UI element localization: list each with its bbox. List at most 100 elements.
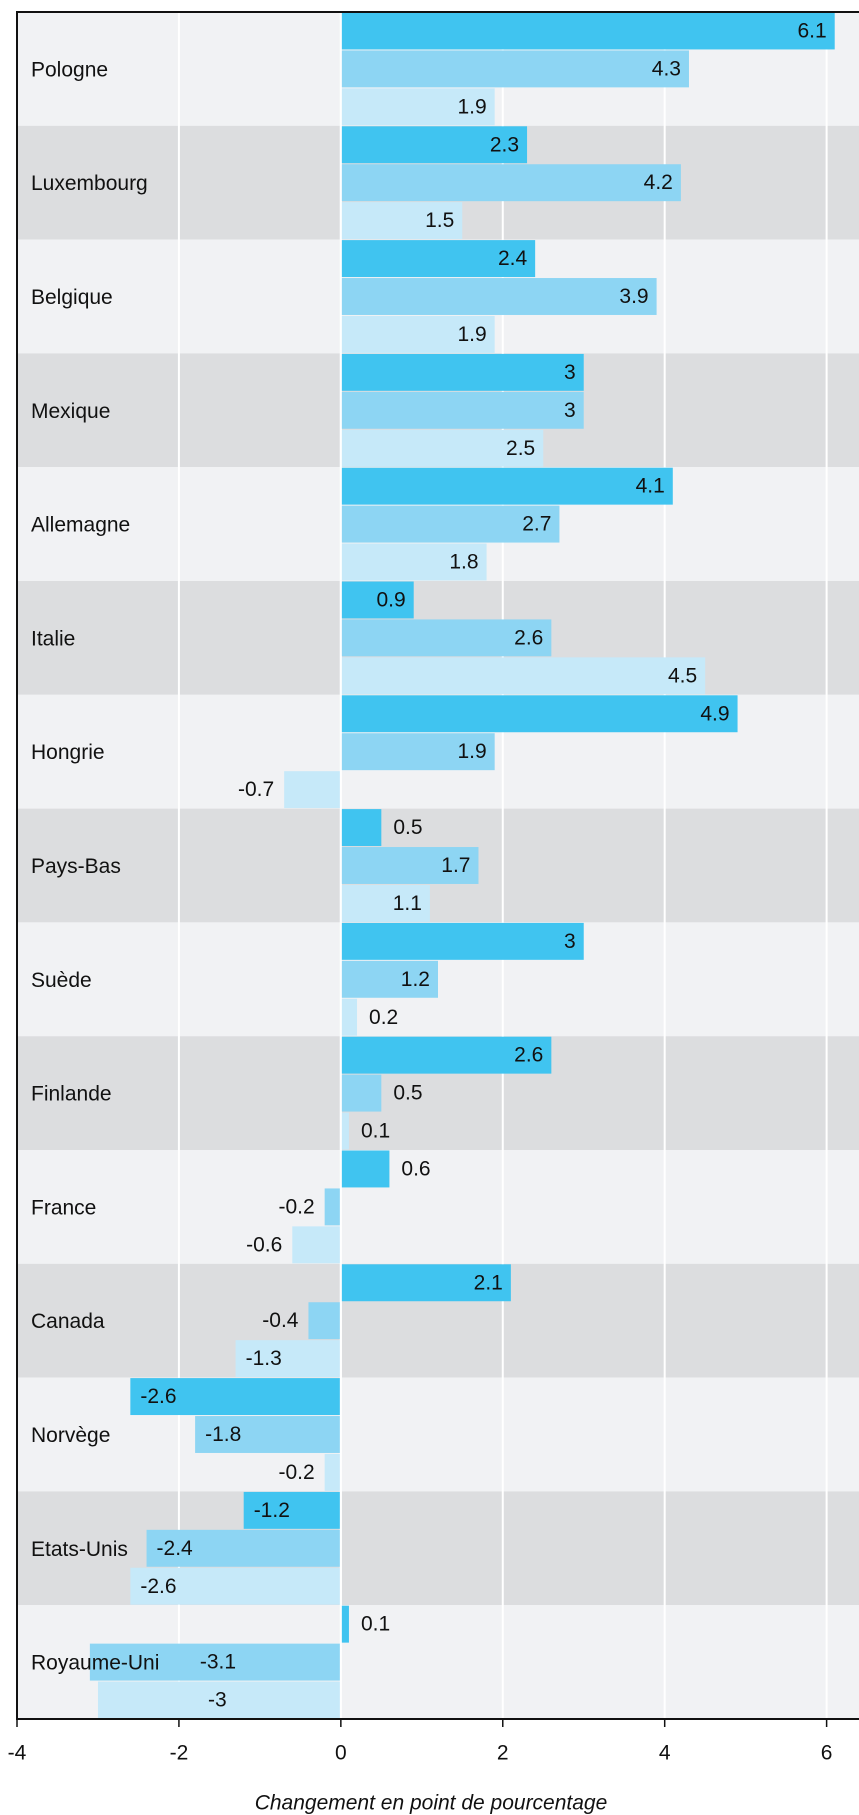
bar bbox=[308, 1302, 341, 1340]
band bbox=[17, 1150, 859, 1264]
category-label: Canada bbox=[31, 1310, 105, 1333]
value-label: -3.1 bbox=[200, 1651, 236, 1674]
value-label: -0.4 bbox=[262, 1309, 299, 1332]
bar bbox=[235, 1340, 341, 1378]
bar bbox=[340, 619, 552, 657]
bar bbox=[340, 505, 560, 543]
value-label: 2.1 bbox=[474, 1271, 503, 1294]
bar bbox=[340, 581, 414, 619]
value-label: 1.8 bbox=[449, 551, 478, 574]
value-label: 1.9 bbox=[457, 323, 486, 346]
bar bbox=[340, 998, 358, 1036]
category-label: Hongrie bbox=[31, 741, 105, 764]
value-label: -0.6 bbox=[246, 1233, 282, 1256]
value-label: -2.6 bbox=[140, 1575, 176, 1598]
value-label: 0.2 bbox=[369, 1006, 398, 1029]
value-label: 1.9 bbox=[457, 740, 486, 763]
bar bbox=[292, 1226, 341, 1264]
value-label: -0.2 bbox=[278, 1461, 314, 1484]
category-label: Pays-Bas bbox=[31, 855, 121, 878]
bar bbox=[340, 1150, 390, 1188]
value-label: -3 bbox=[208, 1689, 227, 1712]
bar bbox=[195, 1416, 341, 1453]
bar bbox=[340, 12, 835, 50]
category-label: Royaume-Uni bbox=[31, 1652, 159, 1675]
x-axis-label: Changement en point de pourcentage bbox=[255, 1792, 608, 1815]
value-label: 1.2 bbox=[401, 968, 430, 991]
bar bbox=[340, 847, 479, 884]
category-label: Mexique bbox=[31, 400, 110, 423]
value-label: 2.4 bbox=[498, 247, 528, 270]
bar bbox=[340, 922, 584, 960]
bar bbox=[340, 1036, 552, 1074]
bar bbox=[340, 1074, 382, 1112]
bar bbox=[340, 733, 495, 771]
value-label: 0.5 bbox=[393, 816, 422, 839]
value-label: 1.7 bbox=[441, 854, 470, 877]
bar bbox=[340, 467, 673, 505]
category-label: Italie bbox=[31, 627, 75, 650]
bar bbox=[340, 884, 430, 922]
value-label: 0.6 bbox=[401, 1158, 430, 1181]
value-label: 0.1 bbox=[361, 1613, 390, 1636]
bar bbox=[97, 1681, 341, 1719]
value-label: 6.1 bbox=[798, 20, 827, 43]
value-label: -2.6 bbox=[140, 1385, 176, 1408]
value-label: -1.2 bbox=[254, 1499, 290, 1522]
value-label: 4.3 bbox=[652, 57, 681, 80]
bar bbox=[340, 1605, 349, 1643]
value-label: -1.8 bbox=[205, 1423, 241, 1446]
value-label: -1.3 bbox=[246, 1347, 282, 1370]
bar bbox=[340, 353, 584, 391]
bar bbox=[340, 695, 738, 733]
value-label: 3 bbox=[564, 930, 576, 953]
category-label: Suède bbox=[31, 969, 92, 992]
value-label: 3.9 bbox=[619, 285, 648, 308]
value-label: 1.5 bbox=[425, 209, 454, 232]
bar bbox=[340, 50, 689, 88]
bar bbox=[340, 164, 681, 202]
category-label: Norvège bbox=[31, 1424, 110, 1447]
bar bbox=[146, 1529, 341, 1567]
x-tick-label: 2 bbox=[497, 1742, 509, 1765]
value-label: 1.9 bbox=[457, 95, 486, 118]
bar bbox=[284, 771, 341, 809]
category-label: Allemagne bbox=[31, 514, 130, 537]
value-label: -0.2 bbox=[278, 1195, 314, 1218]
category-label: Luxembourg bbox=[31, 172, 148, 195]
x-tick-label: -4 bbox=[8, 1742, 27, 1765]
bar bbox=[340, 809, 382, 847]
plot-frame bbox=[16, 11, 859, 1720]
x-tick-label: -2 bbox=[170, 1742, 189, 1765]
category-label: Finlande bbox=[31, 1083, 112, 1106]
bar bbox=[340, 960, 438, 998]
bar bbox=[340, 429, 544, 467]
category-label: Etats-Unis bbox=[31, 1538, 128, 1561]
bar bbox=[340, 1112, 349, 1150]
value-label: 0.5 bbox=[393, 1082, 422, 1105]
bar bbox=[340, 315, 495, 353]
bar bbox=[340, 240, 536, 278]
bar bbox=[89, 1643, 341, 1681]
value-label: 2.6 bbox=[514, 1044, 543, 1067]
x-tick-label: 0 bbox=[335, 1742, 347, 1765]
category-label: Belgique bbox=[31, 286, 113, 309]
bar bbox=[324, 1453, 341, 1491]
value-label: 0.1 bbox=[361, 1120, 390, 1143]
bar bbox=[340, 202, 463, 240]
bar bbox=[340, 278, 657, 315]
category-label: Pologne bbox=[31, 58, 108, 81]
value-label: 0.9 bbox=[377, 589, 406, 612]
bar bbox=[324, 1188, 341, 1226]
value-label: 2.7 bbox=[522, 513, 551, 536]
bar bbox=[243, 1491, 341, 1529]
bar bbox=[130, 1567, 341, 1605]
value-label: 1.1 bbox=[393, 892, 422, 915]
value-label: 4.9 bbox=[700, 702, 729, 725]
value-label: 2.6 bbox=[514, 626, 543, 649]
bar bbox=[340, 657, 706, 695]
bar bbox=[340, 543, 487, 581]
value-label: -2.4 bbox=[157, 1537, 194, 1560]
bar bbox=[340, 126, 528, 164]
